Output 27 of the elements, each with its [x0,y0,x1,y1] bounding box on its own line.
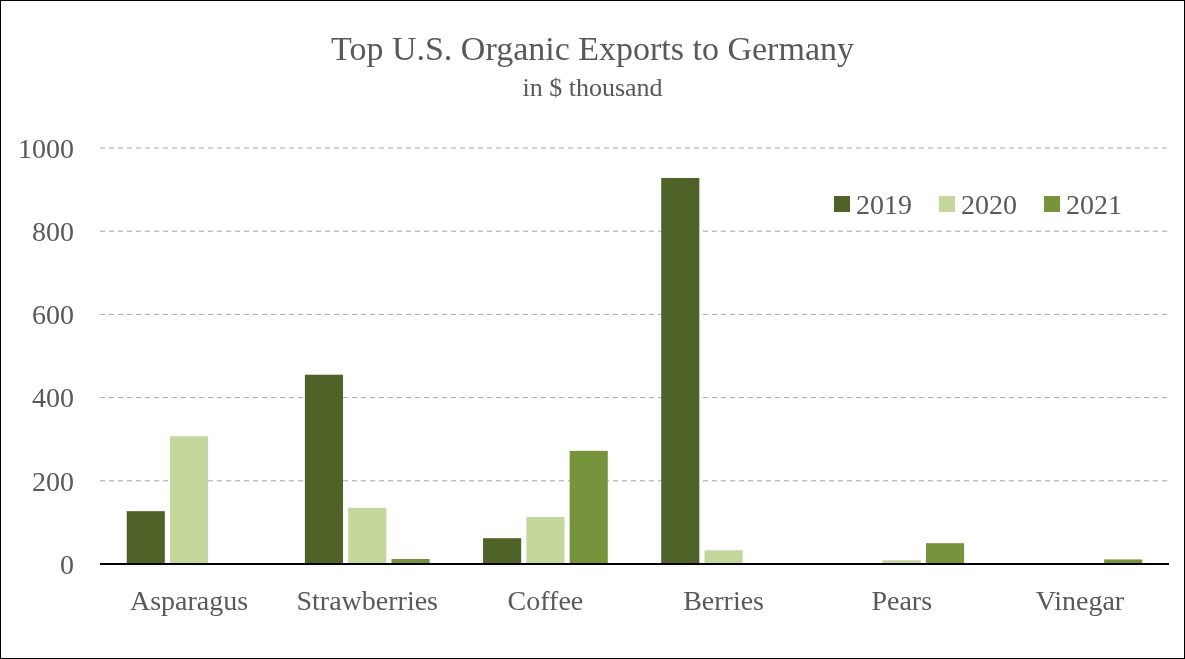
bar [926,543,965,564]
bar [704,550,743,564]
chart-subtitle: in $ thousand [522,73,663,102]
y-tick-label: 0 [60,548,74,580]
bar [348,507,387,564]
bar [483,538,522,564]
y-tick-label: 200 [32,465,74,497]
bar [170,436,209,564]
bar [304,374,343,564]
x-tick-label: Strawberries [296,585,439,616]
x-tick-label: Berries [683,585,765,616]
bar [126,511,165,564]
legend-label: 2021 [1066,188,1122,220]
y-tick-label: 1000 [18,132,74,164]
legend-label: 2020 [961,188,1017,220]
bar [661,177,700,564]
y-tick-label: 600 [32,299,74,331]
x-tick-label: Vinegar [1035,585,1125,616]
bar [526,516,565,564]
x-tick-label: Coffee [507,585,584,616]
legend-label: 2019 [856,188,912,220]
y-tick-label: 800 [32,216,74,247]
x-tick-label: Asparagus [129,585,249,616]
x-tick-label: Pears [871,585,933,616]
y-tick-label: 400 [32,382,74,414]
bar [569,450,608,564]
chart-title: Top U.S. Organic Exports to Germany [331,30,854,67]
